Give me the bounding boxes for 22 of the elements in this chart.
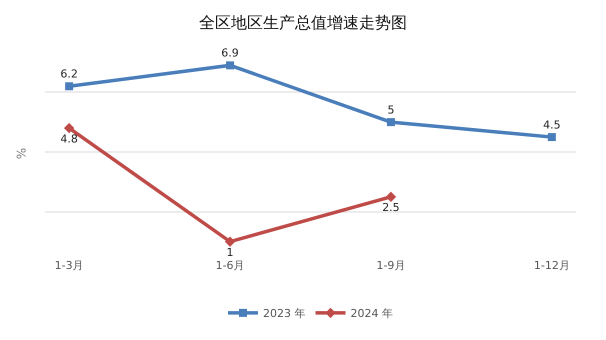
data-label: 2.5 [382, 201, 400, 214]
data-label: 4.5 [543, 118, 561, 132]
chart-title: 全区地区生产总值增速走势图 [199, 13, 407, 32]
y-axis-title: % [14, 148, 28, 160]
point [548, 133, 556, 142]
point [386, 192, 396, 202]
point [224, 236, 236, 247]
point [226, 61, 234, 70]
x-tick-label: 1-3月 [54, 259, 84, 272]
data-label: 4.8 [60, 132, 78, 146]
x-tick-label: 1-12月 [534, 259, 570, 272]
point [386, 118, 395, 126]
x-tick-label: 1-6月 [216, 259, 245, 272]
point [64, 122, 74, 134]
data-label: 6.9 [221, 46, 239, 60]
legend-label: 2024 年 [350, 307, 393, 320]
data-label: 1 [226, 246, 234, 259]
point [65, 82, 74, 90]
data-label: 6.2 [60, 68, 78, 81]
data-label: 5 [387, 103, 394, 116]
legend-label: 2023 年 [263, 307, 306, 320]
x-tick-label: 1-9月 [376, 259, 406, 272]
